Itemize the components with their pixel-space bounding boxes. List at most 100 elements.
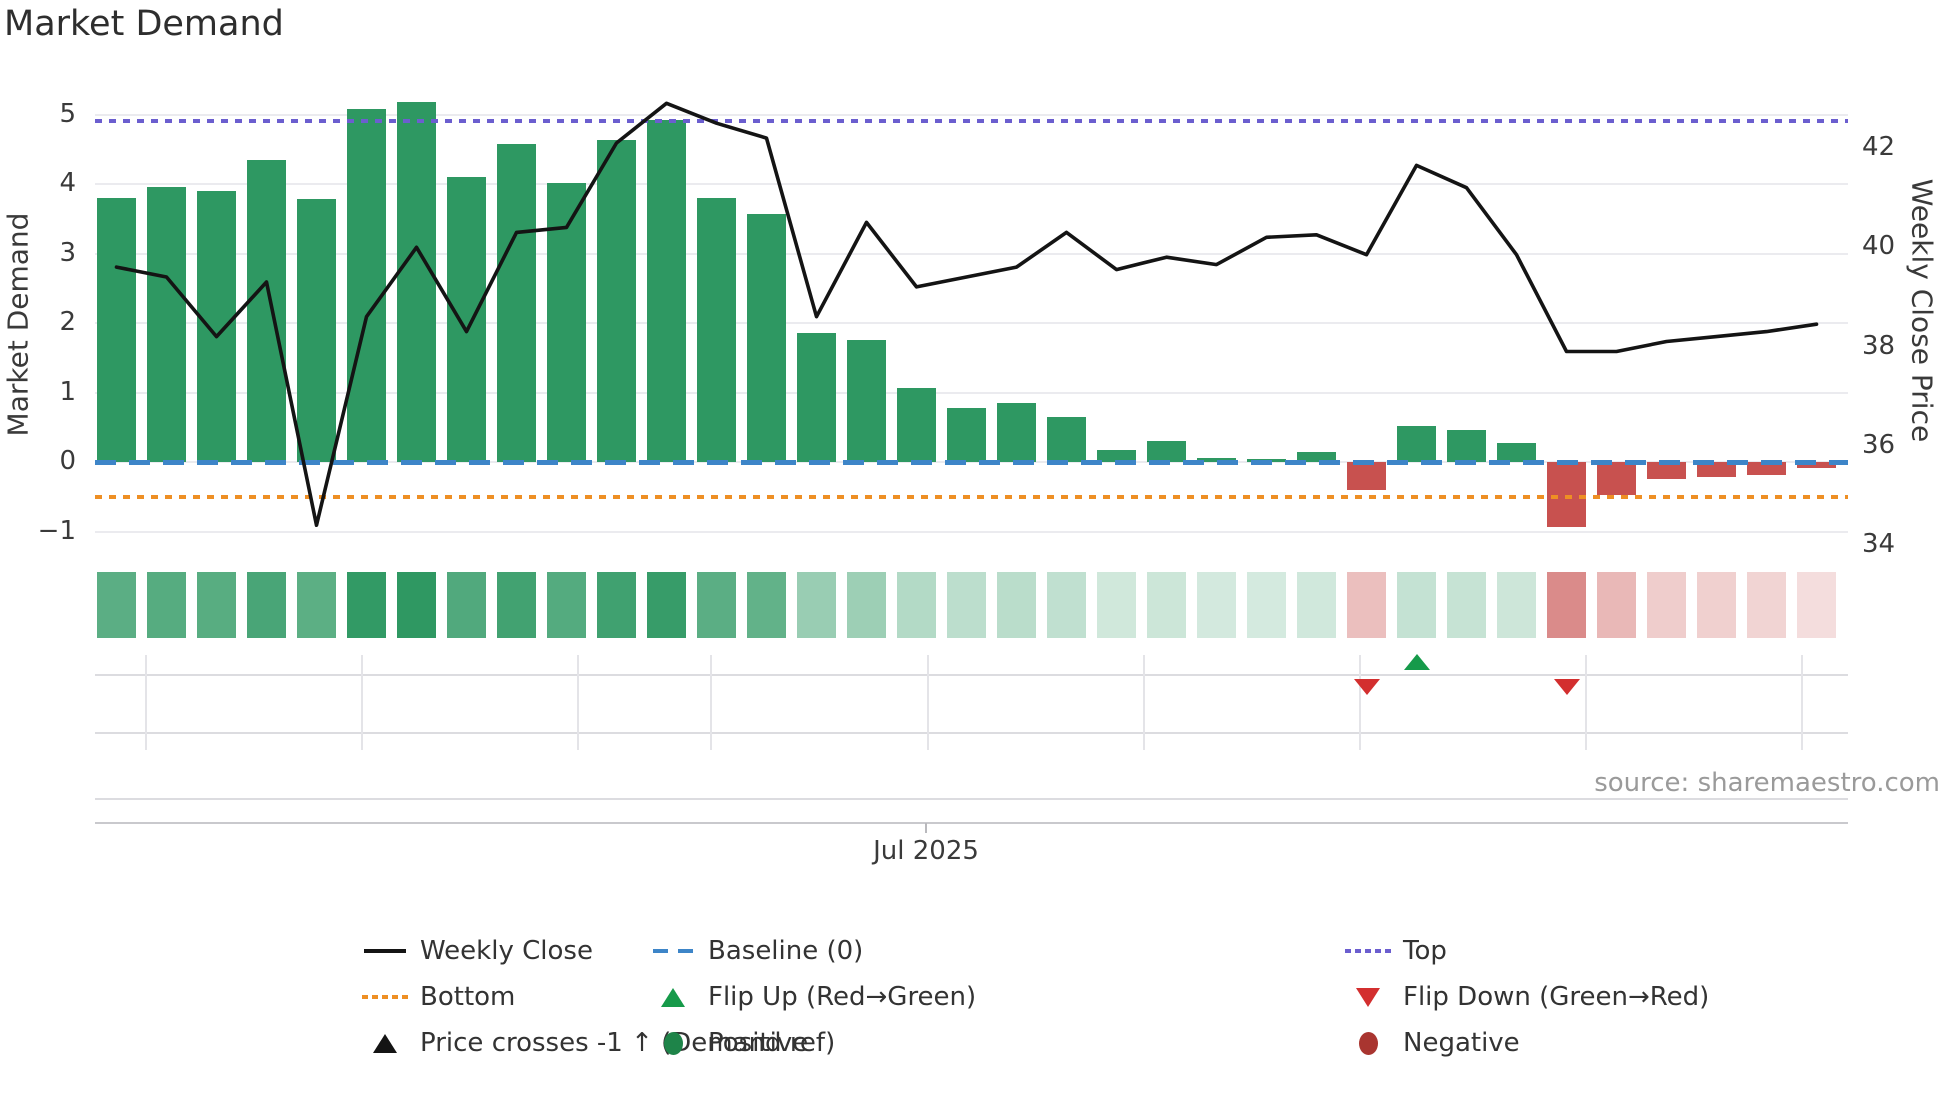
demand-bar [797, 332, 836, 462]
heatmap-cell [147, 572, 186, 638]
demand-bar [447, 177, 486, 462]
legend-label: Flip Down (Green→Red) [1403, 982, 1710, 1012]
heatmap-cell [1447, 572, 1486, 638]
legend-item-flip-down-green-red: Flip Down (Green→Red) [1345, 980, 1709, 1014]
right-axis-tick-label: 36 [1862, 429, 1896, 460]
demand-bar [1697, 462, 1736, 478]
heatmap-cell [1647, 572, 1686, 638]
legend: Weekly Close Baseline (0) Top Bottom Flip Up… [340, 922, 1740, 1082]
heatmap-cell [197, 572, 236, 638]
gridline [95, 391, 1848, 394]
heatmap-cell [1247, 572, 1286, 638]
flip-down-marker [1353, 679, 1380, 695]
demand-bar [947, 407, 986, 462]
gridline [95, 322, 1848, 324]
left-axis-tick-label: 0 [59, 446, 76, 476]
demand-bar [497, 144, 536, 462]
heatmap-cell [1097, 572, 1136, 638]
x-axis-tick [925, 823, 927, 833]
legend-item-weekly-close: Weekly Close [362, 934, 593, 968]
x-axis-spine [95, 822, 1848, 824]
x-axis-tick-label: Jul 2025 [873, 836, 979, 866]
heatmap-cell [647, 572, 686, 638]
heatmap-cell [747, 572, 786, 638]
demand-bar [1647, 462, 1686, 480]
heatmap-cell [697, 572, 736, 638]
heatmap-cell [1347, 572, 1386, 638]
triangle-down-icon [1345, 987, 1391, 1007]
heatmap-cell [497, 572, 536, 638]
line-swatch-icon [362, 949, 408, 953]
heatmap-cell [1697, 572, 1736, 638]
heatmap-cell [1147, 572, 1186, 638]
heatmap-cell [347, 572, 386, 638]
heatmap-cell [997, 572, 1036, 638]
demand-bar [97, 197, 136, 462]
heatmap-cell [97, 572, 136, 638]
legend-item-baseline-0: Baseline (0) [650, 934, 863, 968]
left-axis-tick-label: 2 [59, 307, 76, 337]
heatmap-cell [1547, 572, 1586, 638]
demand-bar [1047, 416, 1086, 462]
baseline-reference-line [95, 459, 1848, 465]
marker-row-month-gridline [1359, 655, 1361, 750]
heatmap-cell [397, 572, 436, 638]
demand-bar [1347, 462, 1386, 490]
legend-label: Price crosses -1 ↑ (Demand ref) [420, 1028, 836, 1058]
heatmap-cell [1297, 572, 1336, 638]
gridline [95, 113, 1848, 116]
marker-row-gridline [95, 674, 1848, 676]
left-axis-tick-label: −1 [37, 515, 76, 546]
bottom-reference-line [95, 494, 1848, 499]
marker-row-gridline [95, 798, 1848, 800]
heatmap-cell [1397, 572, 1436, 638]
marker-row-month-gridline [927, 655, 929, 750]
marker-row-gridline [95, 732, 1848, 734]
heatmap-cell [1747, 572, 1786, 638]
legend-item-flip-up-red-green: Flip Up (Red→Green) [650, 980, 976, 1014]
demand-bar [847, 339, 886, 462]
marker-row-month-gridline [1585, 655, 1587, 750]
heatmap-cell [1597, 572, 1636, 638]
left-axis-tick-label: 5 [59, 98, 76, 129]
dotted-line-swatch-icon [1345, 949, 1391, 953]
demand-bar [1397, 425, 1436, 462]
demand-bar [997, 402, 1036, 462]
marker-row-month-gridline [1801, 655, 1803, 750]
legend-item-bottom: Bottom [362, 980, 515, 1014]
gridline [95, 252, 1848, 255]
legend-item-top: Top [1345, 934, 1447, 968]
demand-bar [397, 101, 436, 462]
demand-bar [1747, 462, 1786, 475]
right-axis-tick-label: 40 [1862, 231, 1896, 262]
demand-bar [1597, 462, 1636, 495]
heatmap-cell [1197, 572, 1236, 638]
demand-bar [1547, 462, 1586, 528]
right-axis-tick-label: 38 [1862, 330, 1896, 361]
circle-marker-icon [650, 1031, 696, 1055]
marker-row-month-gridline [710, 655, 712, 750]
plot-area [95, 85, 1848, 560]
heatmap-cell [447, 572, 486, 638]
demand-bar [747, 213, 786, 462]
gridline [95, 183, 1848, 185]
flip-down-marker [1553, 679, 1580, 695]
demand-bar [1447, 430, 1486, 462]
heatmap-cell [947, 572, 986, 638]
heatmap-cell [797, 572, 836, 638]
chart-title: Market Demand [4, 4, 284, 44]
legend-label: Flip Up (Red→Green) [708, 982, 977, 1012]
demand-bar [1097, 450, 1136, 462]
circle-marker-icon [1345, 1031, 1391, 1055]
flip-up-marker [1403, 654, 1430, 670]
demand-bar [697, 197, 736, 462]
heatmap-cell [297, 572, 336, 638]
dotted-line-swatch-icon [362, 995, 408, 999]
left-axis-tick-label: 1 [59, 376, 76, 407]
demand-bar [247, 159, 286, 462]
legend-label: Positive [708, 1028, 809, 1058]
triangle-up-icon [362, 1033, 408, 1053]
demand-bar [1497, 443, 1536, 462]
demand-bar [1797, 462, 1836, 468]
